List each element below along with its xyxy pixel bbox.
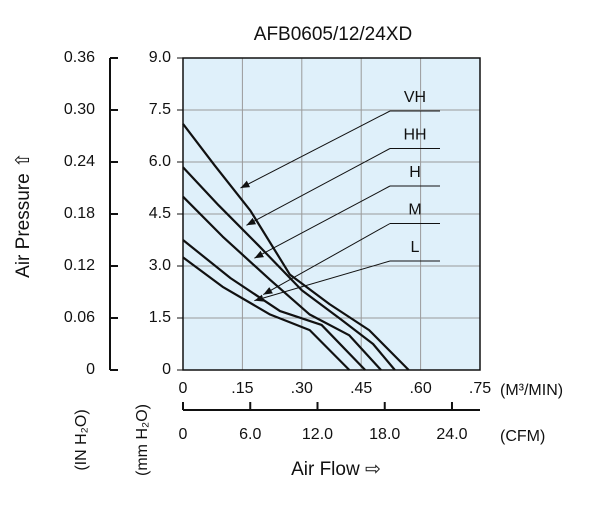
y-tick-label: 3.0 [149,257,171,274]
y2-tick-label: 0.18 [64,205,95,222]
curve [182,195,382,371]
curve [182,239,366,371]
y2-tick-label: 0 [86,361,95,378]
y2-tick-label: 0.36 [64,49,95,66]
x2-tick-label: 24.0 [436,426,467,443]
y-tick-label: 7.5 [149,101,171,118]
legend-label: H [409,164,421,181]
x2-tick-label: 0 [179,426,188,443]
x-tick-label: .45 [350,380,372,397]
y-axis-label: Air Pressure ⇧ [13,152,34,278]
y2-tick-label: 0.06 [64,309,95,326]
y2-tick-label: 0.30 [64,101,95,118]
y2-tick-label: 0.24 [64,153,95,170]
y2-unit: (IN H₂O) [73,409,90,470]
legend-label: VH [404,89,426,106]
legend-label: L [411,239,420,256]
curve [182,166,396,371]
x2-tick-label: 18.0 [369,426,400,443]
x-tick-label: .15 [231,380,253,397]
leader [240,110,391,189]
chart-title: AFB0605/12/24XD [254,24,412,45]
x2-tick-label: 12.0 [302,426,333,443]
curve [182,123,410,371]
leader [263,223,391,296]
y2-tick-label: 0.12 [64,257,95,274]
curve [182,256,351,371]
y-tick-label: 6.0 [149,153,171,170]
x-unit: (M³/MIN) [500,382,563,399]
x-tick-label: .30 [291,380,313,397]
leader [246,148,391,226]
y-tick-label: 1.5 [149,309,171,326]
plot-border [182,57,481,371]
y-tick-label: 0 [162,361,171,378]
x2-unit: (CFM) [500,428,545,445]
x2-tick-label: 6.0 [239,426,261,443]
x-tick-label: .60 [409,380,431,397]
leader [254,185,391,259]
legend-label: M [408,202,421,219]
leader [254,260,391,302]
x-tick-label: 0 [179,380,188,397]
y-unit: (mm H₂O) [134,404,151,476]
x-tick-label: .75 [469,380,491,397]
legend-label: HH [403,127,426,144]
x-axis-label: Air Flow ⇨ [291,459,381,480]
y-tick-label: 4.5 [149,205,171,222]
y-tick-label: 9.0 [149,49,171,66]
